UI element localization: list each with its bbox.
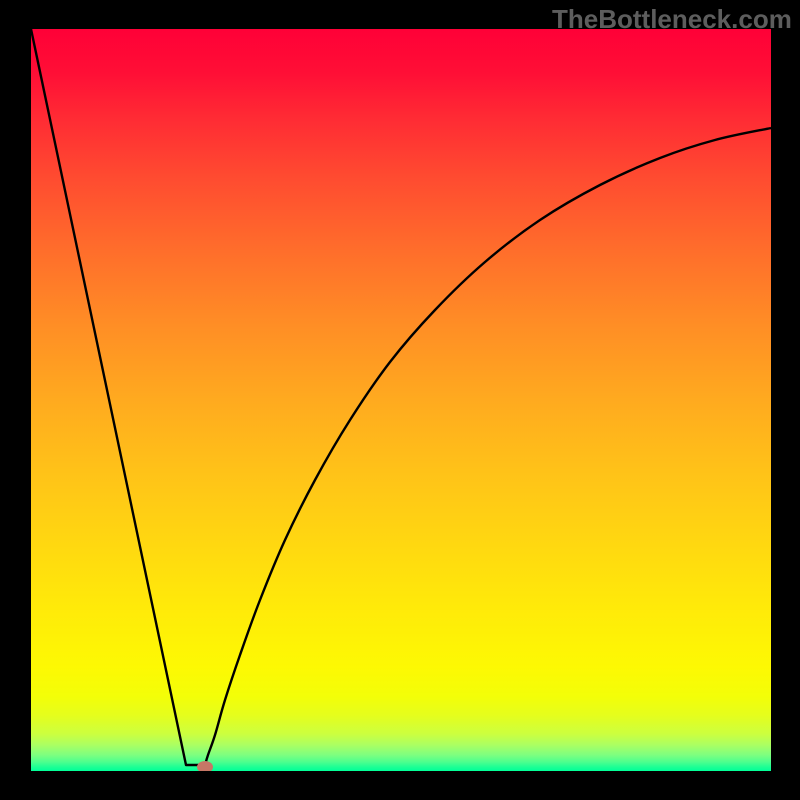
- bottleneck-chart: [0, 0, 800, 800]
- watermark: TheBottleneck.com: [552, 4, 792, 35]
- plot-background: [31, 29, 771, 771]
